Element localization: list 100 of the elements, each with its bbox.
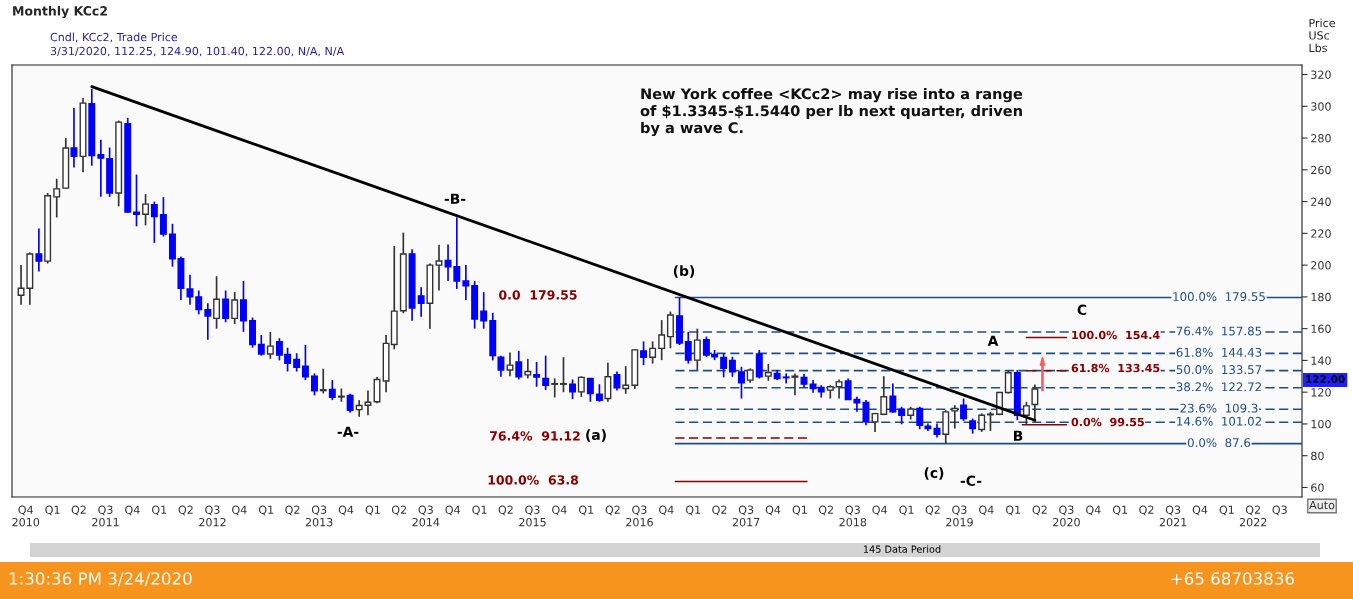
candlestick — [560, 356, 567, 394]
candlestick — [755, 349, 763, 380]
chart-title: Monthly KCc2 — [13, 5, 107, 19]
candlestick — [835, 378, 843, 400]
candlestick — [720, 352, 728, 379]
candlestick — [569, 378, 577, 400]
annotation: (c) — [924, 467, 944, 480]
annotation: 61.8% 144.43 — [1176, 347, 1262, 357]
candlestick — [978, 412, 986, 433]
annotation: C — [1077, 304, 1087, 316]
y-tick-label: 280 — [1311, 134, 1331, 143]
annotation: 0.0% 99.55 — [1071, 417, 1144, 427]
candlestick — [942, 409, 950, 445]
candlestick — [613, 370, 621, 392]
candlestick — [35, 227, 43, 273]
x-tick-label: Q4 — [552, 505, 567, 516]
x-tick-label: Q1 — [1112, 505, 1128, 516]
candlestick — [889, 382, 897, 414]
candlestick — [213, 275, 221, 330]
annotation: 76.4% 91.12 — [490, 431, 580, 441]
x-tick-label: Q3 2018 — [839, 505, 867, 527]
x-tick-label: Q4 — [445, 505, 460, 516]
candlestick — [480, 291, 488, 330]
candlestick — [222, 289, 230, 324]
y-axis-title: Price USc Lbs — [1309, 18, 1335, 53]
y-tick-label: 300 — [1311, 102, 1331, 111]
annotation: -B- — [444, 193, 466, 204]
candlestick — [301, 344, 309, 381]
x-tick-label: Q2 — [178, 505, 193, 516]
x-tick-label: Q1 — [685, 505, 701, 516]
candlestick — [666, 310, 674, 350]
candlestick — [142, 193, 150, 227]
candlestick — [257, 334, 265, 357]
candlestick — [53, 177, 61, 219]
x-tick-label: Q1 — [1219, 505, 1234, 516]
y-tick-label: 140 — [1311, 356, 1331, 365]
candlestick — [133, 173, 140, 228]
annotation: 38.2% 122.72 — [1176, 382, 1261, 392]
candlestick — [506, 351, 514, 378]
candlestick — [622, 365, 630, 395]
x-tick-label: Q2 — [71, 505, 86, 516]
x-tick-label: Q2 — [285, 505, 300, 516]
candlestick — [862, 399, 870, 427]
candlestick — [951, 404, 959, 430]
x-tick-label: Q1 — [152, 505, 167, 516]
annotation: New York coffee <KCc2> may rise into a range of $1.3345-$1.5440 per lb next quarter, driven by a wave C. — [640, 88, 1023, 137]
annotation: -C- — [960, 475, 982, 487]
x-tick-label: Q4 — [1086, 505, 1101, 516]
y-tick-label: 120 — [1311, 388, 1331, 397]
annotation: 50.0% 133.57 — [1176, 365, 1262, 375]
y-tick-label: 200 — [1311, 261, 1331, 270]
x-tick-label: Q1 — [899, 505, 914, 516]
candlestick — [728, 355, 736, 378]
x-tick-label: Q2 2022 — [1239, 505, 1267, 527]
x-tick-label: Q2 — [712, 505, 727, 516]
candlestick — [239, 280, 247, 333]
x-tick-label: Q4 — [338, 505, 354, 516]
annotation: 76.4% 157.85 — [1176, 326, 1262, 336]
text: Auto — [1309, 500, 1335, 510]
annotation: 23.6% 109.3 — [1180, 403, 1258, 413]
x-tick-label: Q3 2016 — [626, 505, 653, 527]
candlestick — [586, 377, 594, 403]
x-tick-label: Q3 2021 — [1159, 505, 1187, 527]
candlestick — [417, 286, 425, 318]
candlestick — [604, 361, 612, 403]
x-tick-label: Q1 — [578, 505, 594, 516]
candlestick — [684, 330, 692, 365]
candlestick — [649, 340, 657, 365]
annotation: 14.6% 101.02 — [1177, 416, 1261, 426]
y-tick-label: 80 — [1311, 451, 1324, 461]
candlestick — [497, 354, 505, 378]
candlestick — [97, 138, 105, 198]
text: +65 68703836 — [1171, 572, 1294, 585]
y-tick-label: 100 — [1311, 419, 1331, 429]
x-tick-label: Q4 — [659, 505, 674, 516]
x-tick-label: Q4 — [765, 505, 781, 516]
x-tick-label: Q1 — [792, 505, 807, 516]
candlestick — [435, 243, 443, 292]
x-tick-label: Q4 — [232, 505, 247, 516]
x-tick-label: Q3 2013 — [305, 505, 333, 527]
candlestick — [204, 302, 212, 341]
text: 145 Data Period — [863, 545, 941, 553]
annotation: -A- — [337, 426, 359, 437]
x-tick-label: Q2 — [818, 505, 834, 516]
x-tick-label: Q2 — [605, 505, 620, 516]
candlestick — [319, 367, 327, 395]
candlestick — [346, 392, 354, 414]
candlestick — [782, 372, 790, 385]
annotation: 100.0% 63.8 — [488, 475, 579, 485]
x-tick-label: Q3 2019 — [946, 505, 973, 527]
y-tick-label: 180 — [1311, 292, 1331, 302]
candlestick — [960, 397, 968, 422]
candlestick — [266, 330, 274, 360]
candlestick — [577, 375, 585, 398]
annotation: 100.0% 154.4 — [1072, 330, 1160, 340]
x-tick-label: Q4 2010 — [12, 505, 40, 527]
annotation: 100.0% 179.55 — [1173, 292, 1265, 302]
x-tick-label: Q3 2020 — [1053, 505, 1080, 527]
x-tick-label: Q3 2015 — [519, 505, 546, 527]
annotation: 0.0 179.55 — [499, 290, 577, 300]
